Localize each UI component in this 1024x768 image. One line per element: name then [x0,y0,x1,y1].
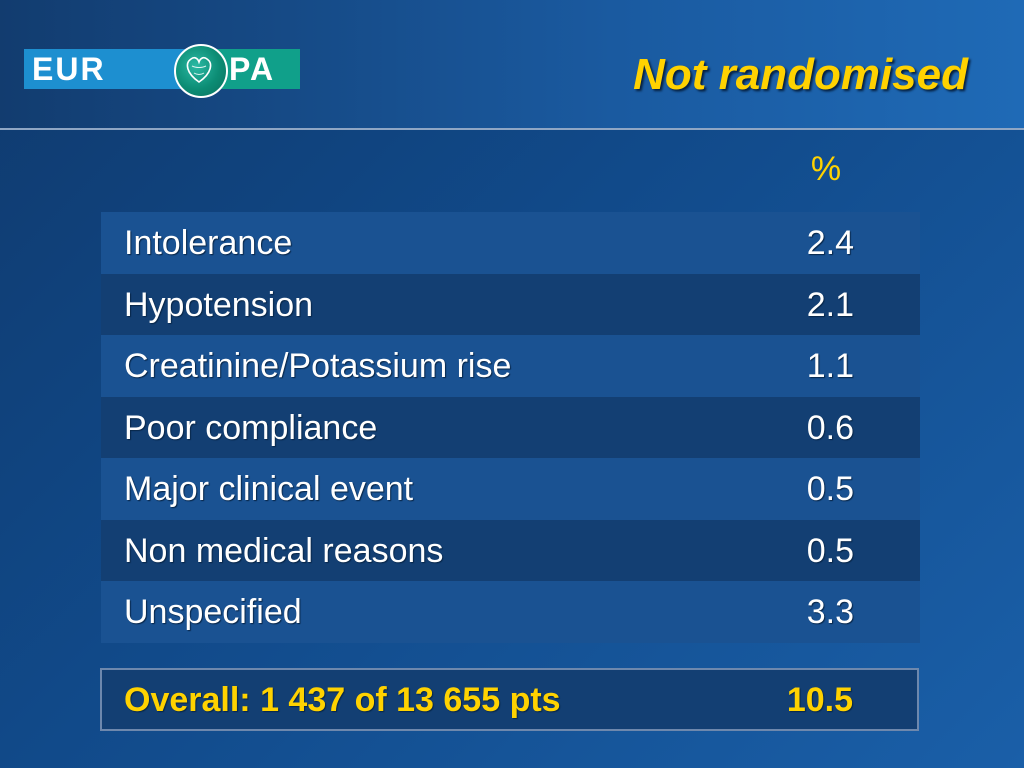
table-row: Poor compliance 0.6 [101,396,920,458]
europa-logo: EUR PA [24,44,300,98]
row-label: Non medical reasons [124,531,444,570]
heart-globe-icon [174,44,228,98]
percent-column-header: % [810,150,842,188]
table-row: Major clinical event 0.5 [101,458,920,520]
row-value: 3.3 [806,593,854,631]
row-value: 1.1 [806,347,854,385]
row-label: Hypotension [124,285,314,324]
logo-text-right: PA [229,51,276,87]
row-label: Poor compliance [124,408,378,447]
row-label: Unspecified [124,593,302,631]
table-row: Hypotension 2.1 [101,273,920,335]
logo-text-left: EUR [32,51,106,87]
row-value: 0.5 [806,531,854,570]
table-row: Unspecified 3.3 [101,581,920,643]
row-label: Creatinine/Potassium rise [124,347,512,385]
header-divider [0,128,1024,130]
slide-title: Not randomised [633,50,968,99]
row-value: 2.4 [806,224,854,262]
table-row: Creatinine/Potassium rise 1.1 [101,335,920,397]
row-value: 2.1 [806,285,854,324]
row-label: Major clinical event [124,470,414,508]
table-row: Intolerance 2.4 [101,212,920,274]
table-row: Non medical reasons 0.5 [101,519,920,581]
overall-label: Overall: 1 437 of 13 655 pts [124,681,561,719]
reasons-table: Intolerance 2.4 Hypotension 2.1 Creatini… [101,212,920,643]
overall-summary-row: Overall: 1 437 of 13 655 pts 10.5 [100,668,919,731]
row-value: 0.5 [806,470,854,508]
row-value: 0.6 [806,408,854,447]
overall-value: 10.5 [786,681,853,719]
row-label: Intolerance [124,224,293,262]
